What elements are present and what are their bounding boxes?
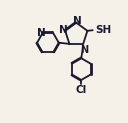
Text: N: N [59, 25, 68, 35]
Text: Cl: Cl [76, 85, 87, 95]
Text: N: N [37, 28, 46, 38]
Text: N: N [73, 16, 82, 26]
Text: SH: SH [95, 25, 111, 35]
Text: N: N [80, 45, 88, 55]
